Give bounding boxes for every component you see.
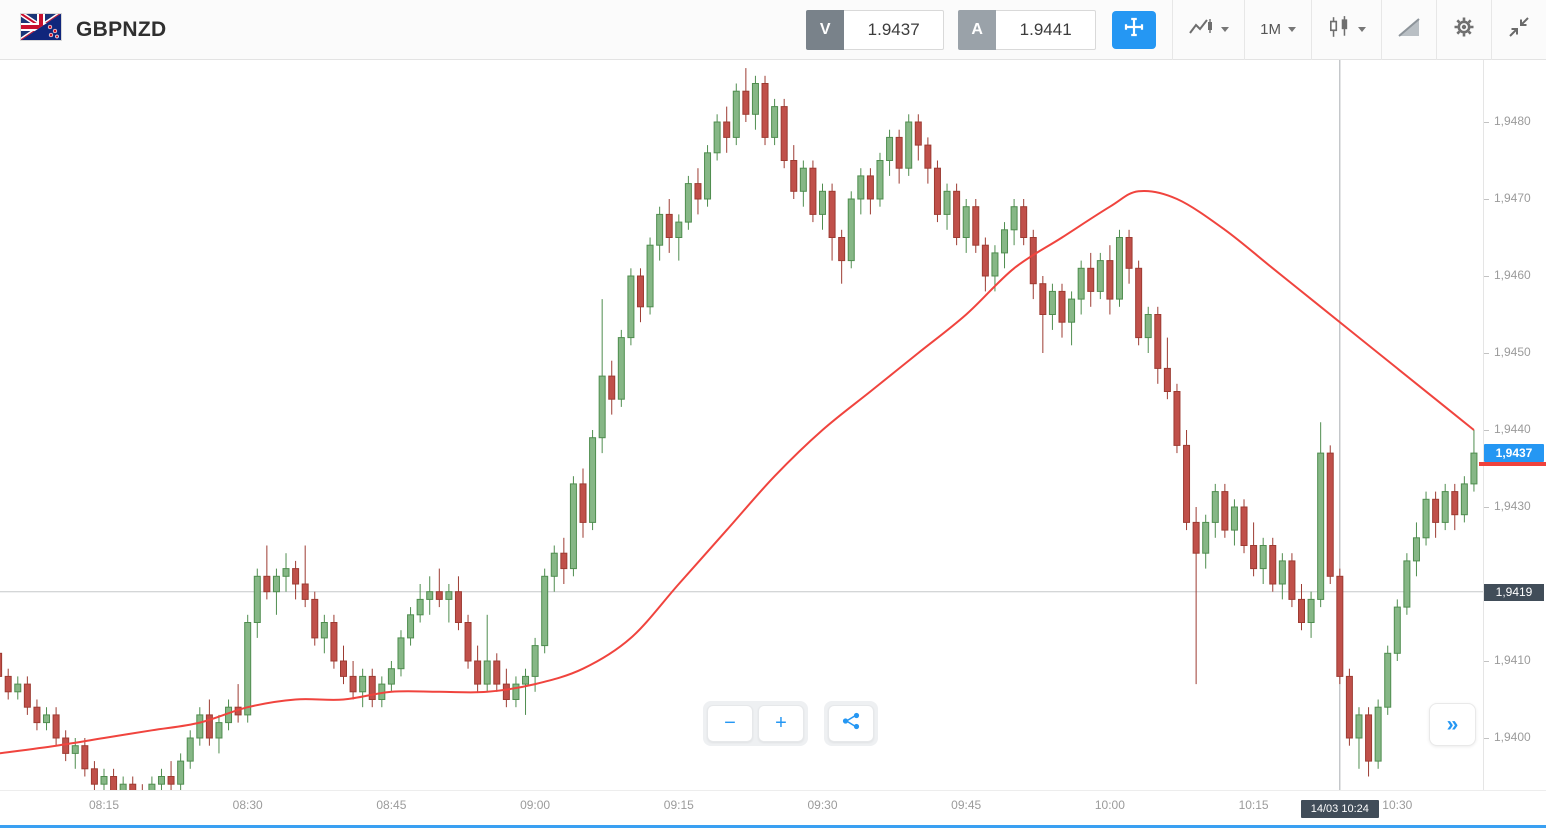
chevron-down-icon [1221,27,1230,32]
y-axis-label: 1,9430 [1494,499,1531,513]
instrument-header: GBPNZD [0,13,166,46]
gear-icon [1452,15,1476,44]
y-axis-label: 1,9400 [1494,730,1531,744]
current-price-badge: 1,9437 [1484,444,1544,463]
y-axis-tick [1484,737,1489,739]
chart-style-dropdown[interactable] [1172,0,1244,60]
chart-toolbar: 1M [1172,0,1546,60]
timeframe-label: 1M [1260,21,1281,38]
indicators-button[interactable] [1381,0,1436,60]
settings-button[interactable] [1436,0,1491,60]
zoom-in-button[interactable]: + [758,705,804,742]
trend-triangle-icon [1397,16,1421,43]
timeframe-dropdown[interactable]: 1M [1244,0,1311,60]
crosshair-button[interactable] [1112,10,1157,49]
share-icon [840,710,862,738]
zoom-out-button[interactable]: − [707,705,753,742]
share-controls [824,701,878,746]
time-marker-badge: 14/03 10:24 [1300,800,1379,818]
y-axis-tick [1484,660,1489,662]
x-axis-label: 09:15 [663,798,694,812]
gb-nz-flag-icon [20,13,62,46]
x-axis-label: 09:45 [951,798,982,812]
x-axis-label: 09:30 [807,798,838,812]
y-axis-tick [1484,506,1489,508]
y-axis-tick [1484,429,1489,431]
line-chart-icon [1188,16,1214,43]
x-axis-label: 09:00 [520,798,551,812]
x-axis-label: 08:15 [88,798,120,812]
y-axis-label: 1,9440 [1494,422,1531,436]
chevron-down-icon [1358,27,1366,32]
collapse-button[interactable] [1491,0,1546,60]
y-axis[interactable]: 1,9480 1,9470 1,9460 1,9450 1,9440 1,9430 1,94… [1483,60,1546,790]
buy-price-value[interactable]: 1.9441 [996,9,1097,50]
y-axis-tick [1484,352,1489,354]
y-axis-label: 1,9410 [1494,653,1531,667]
bottom-accent-bar [0,825,1546,828]
y-axis-tick [1484,198,1489,200]
share-button[interactable] [828,705,874,742]
candle-style-dropdown[interactable] [1311,0,1381,60]
y-axis-tick [1484,121,1489,123]
candlestick-icon [1327,15,1351,44]
level-price-badge: 1,9419 [1484,583,1544,601]
y-axis-label: 1,9480 [1494,114,1531,128]
price-chart[interactable] [0,60,1483,790]
trade-price-group: V 1.9437 A 1.9441 [806,9,1172,50]
chevron-down-icon [1288,27,1296,32]
page-title: GBPNZD [76,17,167,41]
y-axis-tick [1484,275,1489,277]
y-axis-label: 1,9450 [1494,345,1531,359]
x-axis-label: 10:30 [1382,798,1413,812]
current-price-line [1479,462,1546,467]
y-axis-label: 1,9460 [1494,268,1531,282]
top-toolbar: GBPNZD V 1.9437 A 1.9441 [0,0,1546,60]
x-axis-label: 10:15 [1238,798,1269,812]
x-axis-label: 08:30 [232,798,263,812]
x-axis-label: 08:45 [376,798,407,812]
sell-price-value[interactable]: 1.9437 [844,9,945,50]
x-axis[interactable]: 08:15 08:30 08:45 09:00 09:15 09:30 09:45 10:00… [0,790,1546,825]
collapse-arrows-icon [1507,15,1531,44]
expand-panel-button[interactable]: » [1429,703,1476,746]
x-axis-label: 10:00 [1094,798,1125,812]
y-axis-label: 1,9470 [1494,191,1531,205]
zoom-controls: − + [703,701,808,746]
candlestick-plot[interactable] [0,60,1483,790]
buy-button[interactable]: A [958,9,997,50]
crosshair-icon [1122,15,1146,44]
sell-button[interactable]: V [806,9,845,50]
